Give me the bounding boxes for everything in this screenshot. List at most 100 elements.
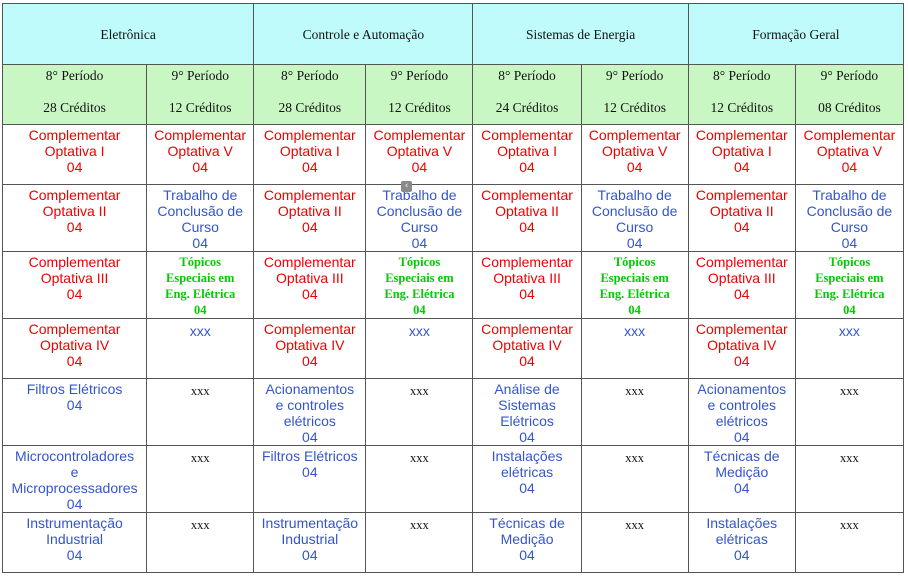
course-cell: Acionamentos e controles elétricos 04	[253, 378, 367, 446]
course-text-line: Industrial	[281, 531, 339, 547]
course-cell: Complementar Optativa IV 04	[253, 318, 367, 379]
course-text-line: Conclusão de	[806, 203, 893, 219]
course-text-line: e controles	[275, 397, 345, 413]
course-cell: xxx	[794, 318, 905, 379]
course-cell: xxx	[146, 512, 255, 573]
course-cell: Complementar Optativa II 04	[253, 184, 367, 252]
course-text-line: 04	[733, 353, 750, 369]
course-text-line: 04	[519, 159, 535, 175]
course-text-line: Acionamentos	[265, 381, 355, 397]
course-text-line: Complementar	[263, 254, 356, 270]
course-text-line: 04	[66, 286, 83, 302]
course-text-line: 04	[193, 303, 207, 317]
course-text-line: Acionamentos	[697, 381, 787, 397]
period-header: 9° Período 12 Créditos	[365, 64, 474, 125]
course-cell: Filtros Elétricos 04	[1, 378, 148, 446]
course-text-line: Complementar	[263, 127, 356, 143]
course-row: Complementar Optativa II 04 Trabalho de Conc…	[1, 184, 905, 252]
course-cell: Microcontroladores e Microprocessadores 04	[1, 445, 148, 513]
course-text-line: Elétricos	[500, 413, 554, 429]
course-row: Instrumentação Industrial 04 xxx Instrumenta…	[1, 512, 905, 573]
period-header-row: 8° Período 28 Créditos 9° Período 12 Crédi…	[1, 64, 905, 125]
period-header: 9° Período 12 Créditos	[146, 64, 255, 125]
course-cell: Complementar Optativa II 04	[472, 184, 582, 252]
course-text-line: Medição	[715, 464, 769, 480]
course-text-line: xxx	[840, 451, 859, 465]
course-text-line: Optativa IV	[39, 337, 110, 353]
course-cell: Técnicas de Medição 04	[687, 445, 796, 513]
course-text-line: Especiais em	[815, 271, 884, 285]
course-text-line: 04	[413, 303, 426, 317]
course-text-line: Optativa II	[42, 203, 107, 219]
course-text-line: 04	[302, 219, 318, 235]
course-text-line: Instalações	[706, 515, 778, 531]
course-text-line: elétricos	[283, 413, 336, 429]
course-cell: Complementar Optativa V 04	[146, 124, 255, 185]
course-text-line: Medição	[500, 531, 554, 547]
course-cell: Complementar Optativa III 04	[687, 251, 796, 319]
course-cell: xxx	[794, 512, 905, 573]
chevron-left-icon[interactable]: ‹	[401, 181, 412, 192]
credits-label: 12 Créditos	[603, 100, 666, 115]
course-text-line: 04	[192, 235, 208, 251]
course-text-line: Trabalho de	[163, 187, 238, 203]
course-text-line: Técnicas de	[704, 448, 780, 464]
course-cell: Complementar Optativa I 04	[253, 124, 367, 185]
course-cell: Acionamentos e controles elétricos 04	[687, 378, 796, 446]
course-text-line: 04	[733, 547, 750, 563]
course-text-line: xxx	[410, 518, 429, 532]
course-text-line: Complementar	[588, 127, 681, 143]
course-text-line: 04	[66, 353, 83, 369]
course-cell: Trabalho de Conclusão de Curso 04	[794, 184, 905, 252]
course-text-line: Optativa I	[279, 143, 340, 159]
course-text-line: xxx	[190, 451, 210, 465]
course-text-line: Conclusão de	[376, 203, 463, 219]
course-text-line: 04	[302, 286, 318, 302]
course-text-line: Conclusão de	[157, 203, 244, 219]
course-text-line: Optativa III	[707, 270, 776, 286]
course-text-line: Complementar	[695, 187, 788, 203]
course-text-line: 04	[628, 303, 641, 317]
course-text-line: 04	[66, 397, 83, 413]
course-text-line: Conclusão de	[591, 203, 678, 219]
course-cell: Complementar Optativa III 04	[253, 251, 367, 319]
course-text-line: 04	[302, 547, 318, 563]
course-text-line: Curso	[615, 219, 654, 235]
course-text-line: Optativa III	[40, 270, 109, 286]
course-text-line: Complementar	[803, 127, 896, 143]
course-text-line: 04	[733, 286, 750, 302]
course-text-line: 04	[411, 235, 428, 251]
course-text-line: Eng. Elétrica	[599, 287, 670, 301]
course-cell: Complementar Optativa IV 04	[687, 318, 796, 379]
course-text-line: Complementar	[28, 127, 121, 143]
course-cell: Instalações elétricas 04	[687, 512, 796, 573]
course-text-line: Análise de	[494, 381, 560, 397]
course-cell: Trabalho de Conclusão de Curso 04	[146, 184, 255, 252]
course-cell: Complementar Optativa IV 04	[1, 318, 148, 379]
course-cell: xxx	[146, 318, 255, 379]
course-cell: xxx	[146, 445, 255, 513]
course-text-line: Técnicas de	[489, 515, 565, 531]
course-text-line: Complementar	[481, 187, 573, 203]
course-cell: xxx	[580, 318, 689, 379]
course-text-line: 04	[519, 547, 535, 563]
course-text-line: Complementar	[373, 127, 466, 143]
course-text-line: Curso	[181, 219, 219, 235]
course-cell: Complementar Optativa II 04	[1, 184, 148, 252]
course-text-line: Complementar	[481, 321, 573, 337]
period-label: 9° Período	[605, 68, 664, 83]
credits-label: 12 Créditos	[388, 100, 451, 115]
course-text-line: e controles	[707, 397, 777, 413]
course-cell: Tópicos Especiais em Eng. Elétrica 04	[365, 251, 474, 319]
course-text-line: 04	[66, 159, 83, 175]
period-header: 8° Período 12 Créditos	[687, 64, 796, 125]
course-cell: Instalações elétricas 04	[472, 445, 582, 513]
course-cell: xxx	[794, 445, 905, 513]
course-text-line: 04	[733, 219, 750, 235]
course-cell: Complementar Optativa I 04	[687, 124, 796, 185]
course-text-line: xxx	[190, 384, 210, 398]
course-text-line: Optativa III	[275, 270, 344, 286]
course-text-line: Tópicos	[613, 255, 656, 269]
course-cell: Tópicos Especiais em Eng. Elétrica 04	[794, 251, 905, 319]
period-header: 9° Período 12 Créditos	[580, 64, 689, 125]
